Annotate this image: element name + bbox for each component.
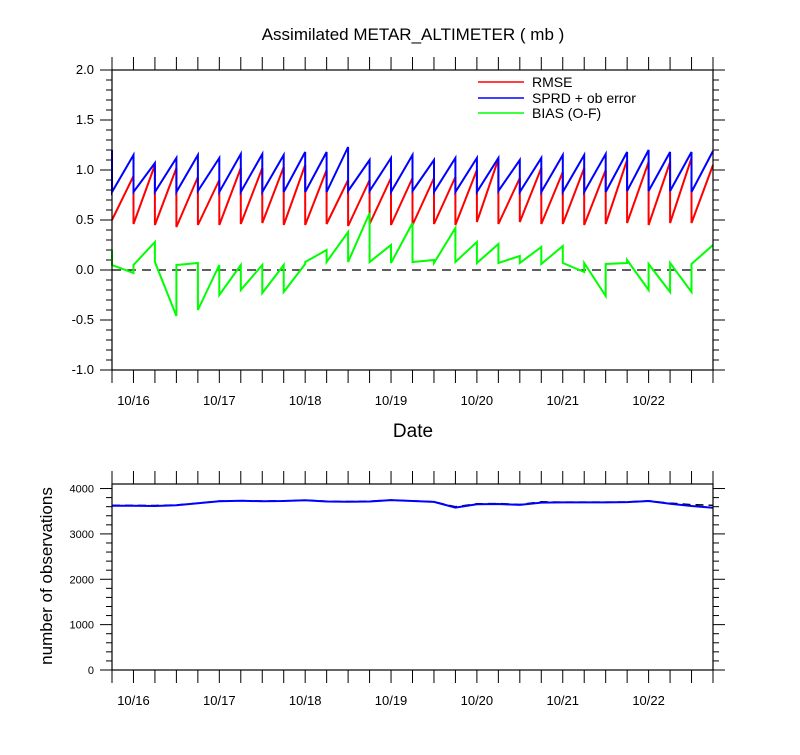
x-tick-label: 10/17 [203, 393, 236, 408]
y-tick-label: 1.0 [76, 162, 94, 177]
x-tick-label: 10/16 [117, 693, 150, 708]
y-tick-label: 1.5 [76, 112, 94, 127]
x-axis-title: Date [393, 421, 433, 442]
top-y-tick-labels: -1.0 -0.5 0.0 0.5 1.0 1.5 2.0 [72, 62, 94, 377]
x-tick-label: 10/21 [546, 693, 579, 708]
top-plot-frame [111, 69, 714, 371]
y-tick-label: -1.0 [72, 362, 94, 377]
x-tick-label: 10/17 [203, 693, 236, 708]
x-tick-label: 10/22 [632, 693, 665, 708]
x-tick-label: 10/20 [461, 393, 494, 408]
y-tick-label: 0.5 [76, 212, 94, 227]
y-axis-title-observations: number of observations [37, 487, 56, 665]
series-line-bias-o-f [111, 212, 714, 317]
x-tick-label: 10/22 [632, 393, 665, 408]
legend-label-bias: BIAS (O-F) [532, 105, 601, 121]
y-tick-label: 4000 [70, 484, 94, 496]
chart-title: Assimilated METAR_ALTIMETER ( mb ) [262, 25, 565, 44]
y-tick-label: 1000 [70, 620, 94, 632]
bottom-chart-ticks [100, 471, 725, 683]
y-tick-label: 3000 [70, 529, 94, 541]
y-tick-label: 2.0 [76, 62, 94, 77]
series-line-obs-assimilated [112, 499, 714, 509]
bottom-x-tick-labels: 10/16 10/17 10/18 10/19 10/20 10/21 10/22 [117, 693, 665, 708]
x-tick-label: 10/18 [289, 393, 322, 408]
y-tick-label: -0.5 [72, 312, 94, 327]
x-tick-label: 10/20 [461, 693, 494, 708]
bottom-chart-series [112, 499, 714, 509]
x-tick-label: 10/19 [375, 393, 408, 408]
bottom-plot-frame [111, 483, 714, 671]
x-tick-label: 10/19 [375, 693, 408, 708]
top-chart-series [111, 146, 714, 317]
bottom-y-tick-labels: 0 1000 2000 3000 4000 [70, 484, 94, 677]
y-tick-label: 0 [88, 665, 94, 677]
y-tick-label: 0.0 [76, 262, 94, 277]
x-tick-label: 10/21 [546, 393, 579, 408]
series-line-sprd-ob-error [111, 146, 714, 196]
top-chart-ticks [100, 57, 725, 383]
legend-label-sprd: SPRD + ob error [532, 90, 636, 106]
x-tick-label: 10/18 [289, 693, 322, 708]
x-tick-label: 10/16 [117, 393, 150, 408]
legend-label-rmse: RMSE [532, 74, 572, 90]
y-tick-label: 2000 [70, 574, 94, 586]
legend: RMSE SPRD + ob error BIAS (O-F) [478, 74, 636, 121]
top-x-tick-labels: 10/16 10/17 10/18 10/19 10/20 10/21 10/22 [117, 393, 665, 408]
